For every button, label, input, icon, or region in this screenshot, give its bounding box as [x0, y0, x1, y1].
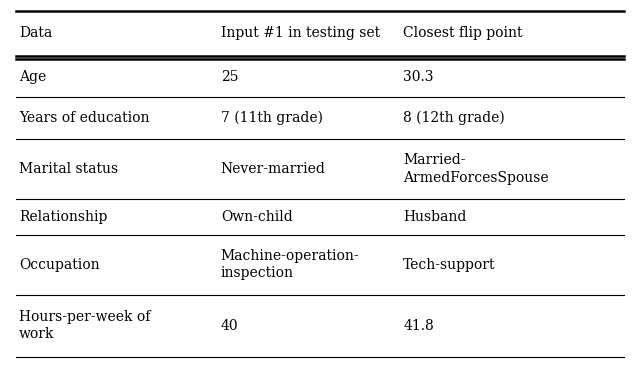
Text: Married-
ArmedForcesSpouse: Married- ArmedForcesSpouse — [403, 153, 549, 184]
Text: Input #1 in testing set: Input #1 in testing set — [221, 26, 380, 40]
Text: Relationship: Relationship — [19, 210, 108, 224]
Text: 30.3: 30.3 — [403, 70, 434, 84]
Text: 25: 25 — [221, 70, 238, 84]
Text: 7 (11th grade): 7 (11th grade) — [221, 111, 323, 125]
Text: Hours-per-week of
work: Hours-per-week of work — [19, 310, 150, 342]
Text: 41.8: 41.8 — [403, 319, 434, 333]
Text: Age: Age — [19, 70, 47, 84]
Text: Never-married: Never-married — [221, 162, 326, 176]
Text: Tech-support: Tech-support — [403, 258, 496, 272]
Text: Data: Data — [19, 26, 52, 40]
Text: Machine-operation-
inspection: Machine-operation- inspection — [221, 249, 360, 280]
Text: Occupation: Occupation — [19, 258, 100, 272]
Text: 8 (12th grade): 8 (12th grade) — [403, 111, 505, 125]
Text: 40: 40 — [221, 319, 239, 333]
Text: Closest flip point: Closest flip point — [403, 26, 523, 40]
Text: Marital status: Marital status — [19, 162, 118, 176]
Text: Years of education: Years of education — [19, 111, 150, 125]
Text: Own-child: Own-child — [221, 210, 292, 224]
Text: Husband: Husband — [403, 210, 467, 224]
